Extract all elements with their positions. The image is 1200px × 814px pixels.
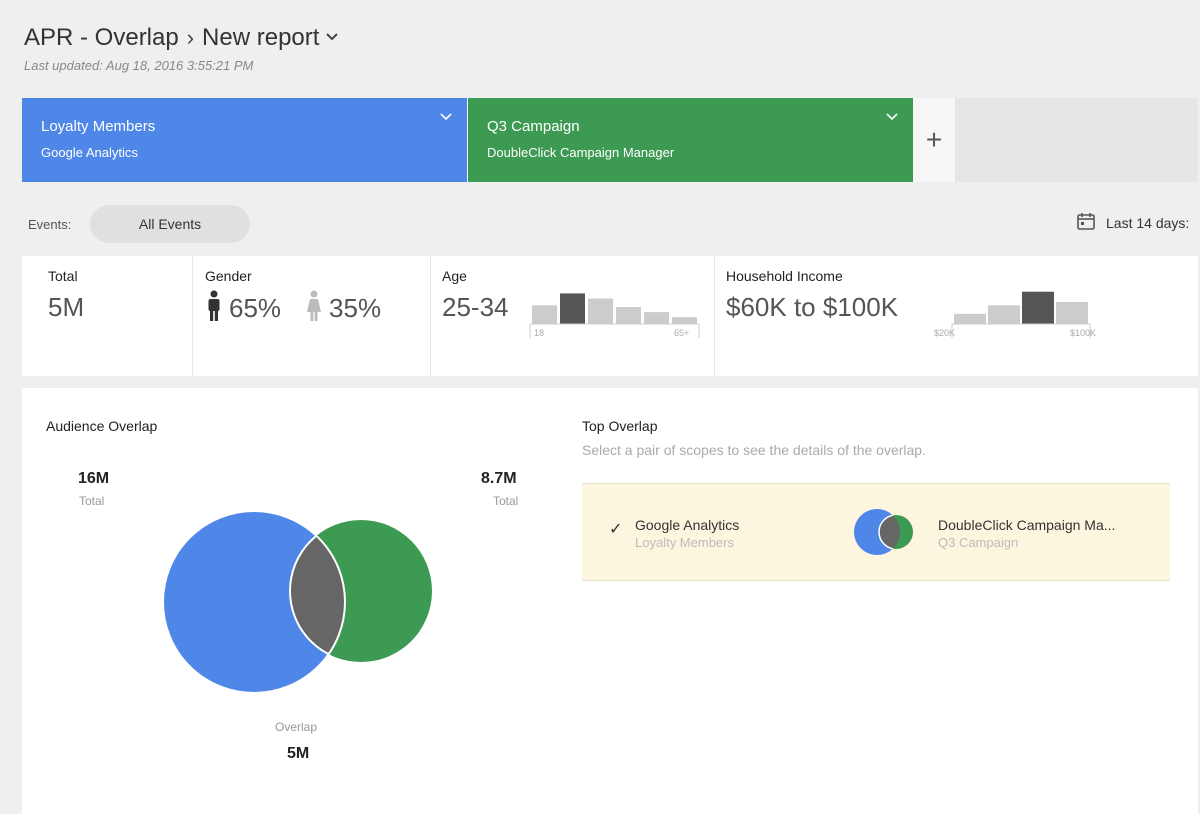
age-axis-max: 65+ (674, 328, 690, 338)
last-updated-text: Last updated: Aug 18, 2016 3:55:21 PM (24, 58, 254, 73)
overlap-panel: Audience Overlap 16M Total 8.7M Total Ov… (22, 388, 1198, 814)
stat-age-label: Age (442, 268, 467, 284)
report-name-dropdown[interactable]: New report (202, 24, 320, 51)
income-bar (1056, 301, 1088, 324)
age-bar (588, 298, 613, 324)
audience-venn-diagram[interactable] (162, 506, 452, 706)
chevron-down-icon[interactable] (439, 112, 453, 126)
pair-scope-a-name: Google Analytics (635, 517, 740, 533)
chevron-down-icon[interactable] (885, 112, 899, 126)
age-bar (616, 307, 641, 324)
top-overlap-title: Top Overlap (582, 418, 658, 434)
income-axis-min: $20K (934, 328, 956, 338)
pair-scope-b-name: DoubleClick Campaign Ma... (938, 517, 1116, 533)
breadcrumb-separator: › (186, 25, 195, 50)
overlap-label: Overlap (275, 720, 318, 734)
events-label: Events: (28, 217, 72, 232)
scope-card-loyalty-members[interactable]: Loyalty Members Google Analytics (22, 98, 467, 182)
breadcrumb: APR - Overlap › New report (24, 24, 339, 52)
scope-card-q3-campaign[interactable]: Q3 Campaign DoubleClick Campaign Manager (467, 98, 913, 182)
stat-divider (192, 256, 193, 376)
stat-gender-label: Gender (205, 268, 252, 284)
age-bar (672, 317, 697, 324)
left-total-value: 16M (78, 470, 110, 487)
date-range-picker[interactable]: Last 14 days: (1076, 211, 1189, 234)
mini-venn-icon (854, 509, 913, 555)
income-bar (954, 313, 986, 324)
age-axis-min: 18 (534, 328, 545, 338)
right-total-value: 8.7M (481, 470, 517, 487)
overlap-value: 5M (287, 745, 310, 762)
chevron-down-icon[interactable] (325, 29, 339, 47)
stat-total: Total 5M (48, 256, 84, 376)
scope-name: Loyalty Members (41, 118, 156, 135)
pair-scope-b-sub: Q3 Campaign (938, 535, 1019, 550)
stat-divider (430, 256, 431, 376)
stat-divider (714, 256, 715, 376)
report-header: APR - Overlap › New report Last updated:… (24, 24, 339, 73)
female-percent: 35% (329, 293, 382, 323)
check-icon: ✓ (609, 521, 623, 538)
overlap-pair-row[interactable]: ✓ Google Analytics Loyalty Members Doubl… (582, 483, 1170, 581)
top-overlap-description: Select a pair of scopes to see the detai… (582, 442, 926, 458)
age-bar (560, 293, 585, 324)
events-selector[interactable]: All Events (90, 205, 250, 243)
venn-overlap-region[interactable] (289, 519, 432, 663)
scope-bar: Loyalty Members Google Analytics Q3 Camp… (22, 98, 1198, 182)
stat-income-label: Household Income (726, 268, 843, 284)
male-percent: 65% (229, 293, 282, 323)
add-scope-button[interactable]: + (913, 98, 955, 182)
age-distribution-chart: 18 65+ (528, 286, 700, 349)
stat-income-value: $60K to $100K (726, 292, 899, 322)
pair-scope-a-sub: Loyalty Members (635, 535, 734, 550)
scope-source: DoubleClick Campaign Manager (487, 145, 675, 160)
stat-total-value: 5M (48, 292, 85, 322)
income-bar (1022, 291, 1054, 324)
income-distribution-chart: $20K $100K (928, 286, 1104, 349)
stat-income: Household Income $60K to $100K (726, 256, 898, 376)
income-axis-max: $100K (1070, 328, 1097, 338)
date-range-label: Last 14 days: (1106, 214, 1190, 231)
stat-age: Age 25-34 (442, 256, 509, 376)
stat-total-label: Total (48, 268, 78, 284)
scope-bar-empty (955, 98, 1198, 182)
scope-name: Q3 Campaign (487, 118, 580, 135)
right-total-label: Total (493, 494, 519, 508)
male-icon (205, 290, 223, 327)
stat-age-value: 25-34 (442, 292, 509, 322)
female-icon (305, 290, 323, 327)
stat-gender: Gender 65% 35% (205, 256, 405, 376)
left-total-label: Total (79, 494, 105, 508)
calendar-icon (1076, 211, 1096, 234)
age-bar (644, 312, 669, 324)
audience-overlap-title: Audience Overlap (46, 418, 158, 434)
breadcrumb-report-group[interactable]: APR - Overlap (24, 24, 179, 51)
summary-stats: Total 5M Gender 65% (22, 256, 1198, 376)
age-bar (532, 305, 557, 324)
scope-source: Google Analytics (41, 145, 138, 160)
income-bar (988, 305, 1020, 324)
